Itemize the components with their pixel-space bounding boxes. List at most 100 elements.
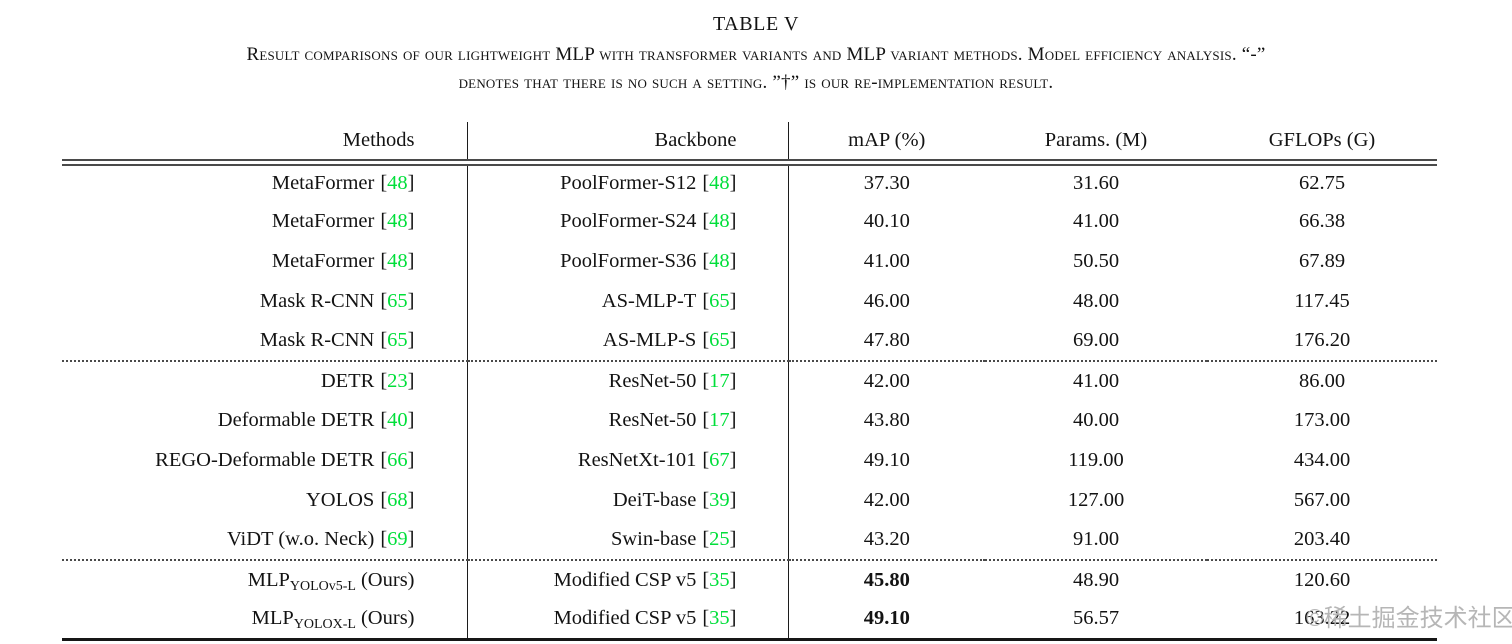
table-row: MetaFormer [48] PoolFormer-S24 [48] 40.10 … (62, 201, 1437, 242)
backbone-cell: PoolFormer-S12 [48] (467, 162, 789, 202)
citation: [40] (380, 409, 415, 432)
citation: [66] (380, 448, 415, 471)
params-value: 127.00 (1067, 488, 1125, 511)
gflops-value: 176.20 (1207, 321, 1437, 362)
gflops-value: 67.89 (1298, 249, 1346, 272)
params-value: 40.00 (1072, 409, 1120, 432)
method-name: ViDT (w.o. Neck) (226, 527, 375, 550)
method-name: Mask R-CNN (259, 289, 375, 312)
method-cell: MLPYOLOX-L (Ours) (62, 599, 468, 640)
backbone-name: Swin-base (610, 527, 697, 550)
params-value: 119.00 (1068, 448, 1124, 471)
method-cell: ViDT (w.o. Neck) [69] (62, 520, 468, 561)
map-value: 43.80 (863, 409, 910, 432)
table-caption: Result comparisons of our lightweight ML… (0, 41, 1512, 97)
gflops-value: 66.38 (1298, 210, 1346, 233)
citation: [48] (702, 172, 737, 195)
citation: [65] (702, 329, 737, 352)
citation: [35] (702, 568, 737, 591)
backbone-name: AS-MLP-S (602, 329, 697, 352)
table-row: Deformable DETR [40] ResNet-50 [17] 43.80 … (62, 400, 1437, 441)
backbone-name: ResNetXt-101 (577, 448, 697, 471)
caption-line-2: denotes that there is no such a setting.… (458, 72, 1054, 93)
map-value: 47.80 (788, 321, 985, 362)
method-suffix: (Ours) (360, 607, 415, 630)
table-row: MetaFormer [48] PoolFormer-S12 [48] 37.30 … (62, 162, 1437, 202)
backbone-name: AS-MLP-T (601, 289, 697, 312)
method-name: MetaFormer (271, 172, 375, 195)
map-value: 43.20 (788, 520, 985, 561)
method-cell: MetaFormer [48] (62, 201, 468, 242)
map-value: 40.10 (863, 210, 910, 233)
map-value: 49.10 (863, 607, 910, 630)
gflops-value: 117.45 (1294, 289, 1350, 312)
gflops-value: 434.00 (1293, 448, 1351, 471)
gflops-value: 173.00 (1293, 409, 1351, 432)
header-params: Params. (M) (985, 122, 1207, 166)
backbone-name: PoolFormer-S12 (560, 172, 697, 195)
method-name: REGO-Deformable DETR (155, 448, 375, 471)
citation: [48] (380, 249, 415, 272)
map-value: 45.80 (863, 568, 910, 591)
method-subscript: YOLOX-L (293, 617, 356, 633)
table-row: Mask R-CNN [65] AS-MLP-T [65] 46.00 48.00 … (62, 281, 1437, 322)
params-value: 56.57 (1072, 607, 1120, 630)
method-cell: MetaFormer [48] (62, 241, 468, 282)
params-value: 31.60 (1072, 172, 1120, 195)
params-value: 69.00 (985, 321, 1207, 362)
gflops-value: 567.00 (1293, 488, 1351, 511)
header-map: mAP (%) (788, 122, 985, 166)
citation: [69] (380, 527, 415, 550)
citation: [48] (380, 172, 415, 195)
map-value: 49.10 (863, 448, 910, 471)
table-row: DETR [23] ResNet-50 [17] 42.00 41.00 86.00 (62, 360, 1437, 401)
citation: [65] (380, 289, 415, 312)
table-row: ViDT (w.o. Neck) [69] Swin-base [25] 43.20… (62, 520, 1437, 561)
gflops-value: 120.60 (1293, 568, 1351, 591)
method-name: MetaFormer (271, 249, 375, 272)
table-title: TABLE V (712, 13, 800, 35)
table-row: MLPYOLOX-L (Ours) Modified CSP v5 [35] 49.… (62, 599, 1437, 640)
method-cell: YOLOS [68] (62, 480, 468, 521)
citation: [25] (702, 527, 737, 550)
backbone-name: PoolFormer-S36 (560, 249, 697, 272)
table-row: Mask R-CNN [65] AS-MLP-S [65] 47.80 69.00 … (62, 321, 1437, 362)
backbone-name: PoolFormer-S24 (560, 210, 697, 233)
backbone-name: ResNet-50 (608, 369, 697, 392)
gflops-value: 86.00 (1298, 369, 1346, 392)
caption-line-1: Result comparisons of our lightweight ML… (246, 44, 1266, 65)
citation: [23] (380, 369, 415, 392)
backbone-cell: PoolFormer-S24 [48] (467, 201, 789, 242)
table-row: REGO-Deformable DETR [66] ResNetXt-101 [67… (62, 440, 1437, 481)
backbone-cell: DeiT-base [39] (467, 480, 789, 521)
citation: [39] (702, 488, 737, 511)
method-cell: MLPYOLOv5-L (Ours) (62, 559, 468, 600)
results-table: Methods Backbone mAP (%) Params. (M) GFL… (62, 122, 1437, 641)
backbone-name: Modified CSP v5 (553, 568, 697, 591)
backbone-cell: ResNet-50 [17] (467, 400, 789, 441)
backbone-cell: ResNetXt-101 [67] (467, 440, 789, 481)
citation: [65] (380, 329, 415, 352)
header-backbone: Backbone (467, 122, 789, 166)
params-value: 48.90 (1072, 568, 1120, 591)
backbone-cell: Modified CSP v5 [35] (467, 599, 789, 640)
method-cell: Mask R-CNN [65] (62, 321, 468, 362)
citation: [65] (702, 289, 737, 312)
method-name: Deformable DETR (217, 409, 375, 432)
method-cell: REGO-Deformable DETR [66] (62, 440, 468, 481)
backbone-cell: Modified CSP v5 [35] (467, 559, 789, 600)
backbone-cell: AS-MLP-S [65] (467, 321, 789, 362)
backbone-name: Modified CSP v5 (553, 607, 697, 630)
map-value: 42.00 (863, 369, 910, 392)
citation: [68] (380, 488, 415, 511)
params-value: 41.00 (1072, 210, 1120, 233)
params-value: 41.00 (1072, 369, 1120, 392)
backbone-cell: PoolFormer-S36 [48] (467, 241, 789, 282)
method-cell: DETR [23] (62, 360, 468, 401)
method-suffix: (Ours) (360, 568, 415, 591)
method-name: YOLOS (306, 488, 375, 511)
params-value: 48.00 (1072, 289, 1120, 312)
header-row: Methods Backbone mAP (%) Params. (M) GFL… (62, 122, 1437, 166)
method-name: MLP (247, 568, 290, 591)
